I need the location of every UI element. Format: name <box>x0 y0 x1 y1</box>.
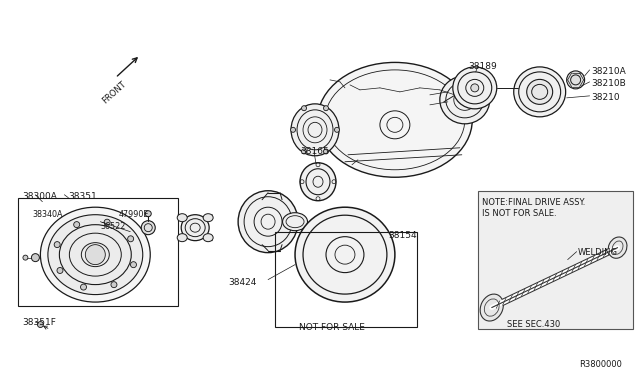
Text: 38300A: 38300A <box>22 192 58 201</box>
Circle shape <box>131 262 136 268</box>
Ellipse shape <box>48 215 143 295</box>
Circle shape <box>31 254 40 262</box>
Ellipse shape <box>480 294 503 321</box>
Circle shape <box>37 321 44 327</box>
Bar <box>478 191 632 328</box>
Text: SEE SEC.430: SEE SEC.430 <box>507 320 560 328</box>
Ellipse shape <box>317 62 472 177</box>
Text: WELDING: WELDING <box>578 248 618 257</box>
Ellipse shape <box>440 76 490 124</box>
Circle shape <box>57 267 63 273</box>
Circle shape <box>323 149 328 154</box>
Circle shape <box>141 221 156 235</box>
Ellipse shape <box>203 214 213 222</box>
Text: NOT FOR SALE: NOT FOR SALE <box>299 323 365 331</box>
Ellipse shape <box>608 237 627 258</box>
Ellipse shape <box>295 207 395 302</box>
Text: R3800000: R3800000 <box>579 360 621 369</box>
Ellipse shape <box>514 67 566 117</box>
Text: 38210A: 38210A <box>591 67 627 76</box>
Ellipse shape <box>203 234 213 242</box>
Circle shape <box>85 245 106 264</box>
Text: 38351: 38351 <box>68 192 97 201</box>
Ellipse shape <box>282 213 307 231</box>
Ellipse shape <box>177 234 187 242</box>
Text: 47990E: 47990E <box>118 210 148 219</box>
Ellipse shape <box>527 79 553 105</box>
Circle shape <box>291 127 296 132</box>
Ellipse shape <box>181 215 209 241</box>
Circle shape <box>323 106 328 111</box>
Text: 38351F: 38351F <box>22 318 56 327</box>
Circle shape <box>301 149 307 154</box>
Circle shape <box>104 219 110 225</box>
Text: 38210: 38210 <box>591 93 620 102</box>
Circle shape <box>127 236 134 242</box>
Bar <box>275 232 417 327</box>
Ellipse shape <box>177 214 187 222</box>
Text: 36522: 36522 <box>100 222 125 231</box>
Circle shape <box>301 106 307 111</box>
Text: FRONT: FRONT <box>100 80 128 106</box>
Circle shape <box>566 71 584 89</box>
Text: 38340A: 38340A <box>33 210 63 219</box>
Circle shape <box>145 211 151 217</box>
Text: 38189: 38189 <box>468 62 497 71</box>
Circle shape <box>81 284 86 290</box>
Ellipse shape <box>471 84 479 92</box>
Circle shape <box>74 222 80 228</box>
Circle shape <box>111 282 117 288</box>
Bar <box>19 198 178 305</box>
Text: 38424: 38424 <box>228 278 257 286</box>
Ellipse shape <box>40 207 150 302</box>
Text: NOTE:FINAL DRIVE ASSY.: NOTE:FINAL DRIVE ASSY. <box>482 198 585 207</box>
Circle shape <box>54 241 60 248</box>
Circle shape <box>23 255 28 260</box>
Text: 38165: 38165 <box>300 147 329 156</box>
Ellipse shape <box>291 104 339 156</box>
Circle shape <box>335 127 339 132</box>
Ellipse shape <box>453 67 497 109</box>
Text: IS NOT FOR SALE.: IS NOT FOR SALE. <box>482 209 556 218</box>
Ellipse shape <box>238 191 298 253</box>
Ellipse shape <box>300 163 336 201</box>
Text: 38154: 38154 <box>388 231 417 240</box>
Text: 38210B: 38210B <box>591 79 627 88</box>
